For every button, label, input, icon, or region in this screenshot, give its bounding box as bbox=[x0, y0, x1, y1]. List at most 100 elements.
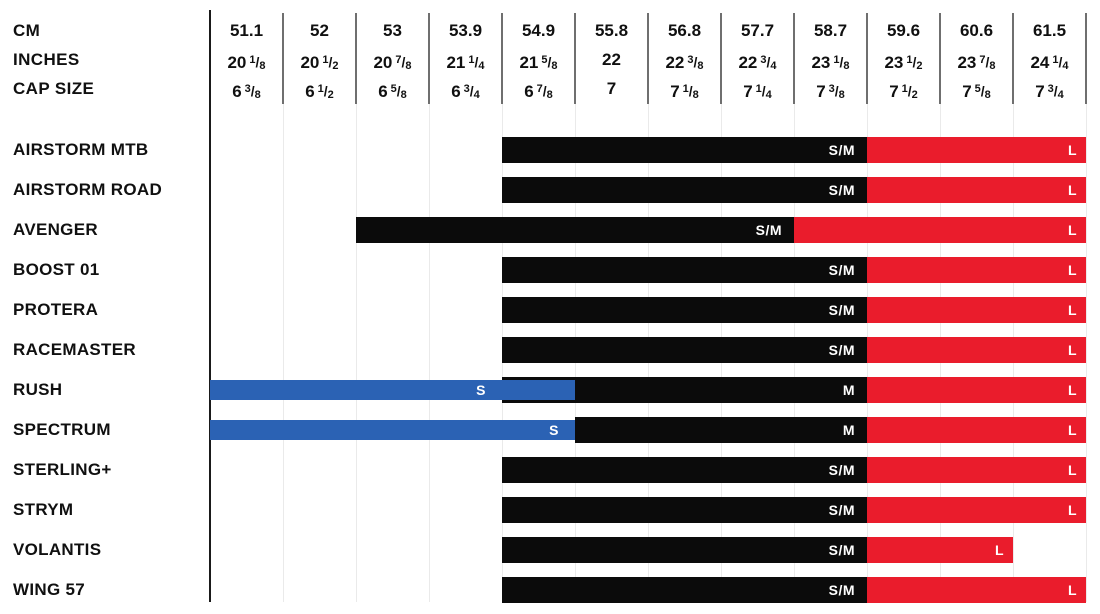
fraction-slash: / bbox=[547, 54, 552, 70]
value-text: 23 bbox=[884, 53, 904, 72]
model-label: AIRSTORM MTB bbox=[13, 140, 149, 159]
grid-line-body bbox=[283, 104, 284, 602]
value-text: 6 bbox=[524, 82, 534, 101]
bar-segment-blue: S bbox=[210, 420, 575, 440]
column-capsize-value: 7 1/8 bbox=[648, 78, 721, 106]
value-text: 7 bbox=[743, 82, 753, 101]
value-text: 8 bbox=[984, 89, 991, 101]
fraction-slash: / bbox=[839, 54, 844, 70]
value-text: 3 bbox=[828, 83, 835, 95]
bar-size-label: L bbox=[1067, 222, 1077, 238]
value-text: 6 bbox=[451, 82, 461, 101]
grid-line-header bbox=[720, 13, 722, 104]
grid-line-header bbox=[866, 13, 868, 104]
column-header: 58.7 23 1/8 7 3/8 bbox=[794, 0, 867, 110]
value-text: 59.6 bbox=[886, 21, 921, 40]
value-text: 3 bbox=[463, 83, 470, 95]
model-label: STRYM bbox=[13, 500, 74, 519]
column-capsize-value: 7 1/2 bbox=[867, 78, 940, 106]
value-text: 7 bbox=[1035, 82, 1045, 101]
value-text: 3 bbox=[760, 54, 767, 66]
column-inches-value: 23 1/8 bbox=[794, 49, 867, 77]
value-text: 7 bbox=[816, 82, 826, 101]
value-text: 4 bbox=[478, 60, 485, 72]
value-text: 53.9 bbox=[448, 21, 483, 40]
header-label-cm: CM bbox=[13, 21, 41, 40]
model-label: STERLING+ bbox=[13, 460, 112, 479]
bar-size-label: S bbox=[476, 382, 486, 398]
column-cm-value: 61.5 bbox=[1013, 20, 1086, 42]
bar-segment-black: M bbox=[575, 417, 867, 443]
column-inches-value: 20 7/8 bbox=[356, 49, 429, 77]
bar-size-label: S/M bbox=[828, 502, 855, 518]
grid-line-header bbox=[574, 13, 576, 104]
value-text: 8 bbox=[254, 89, 261, 101]
value-text: 8 bbox=[259, 60, 266, 72]
bar-segment-black: S/M bbox=[502, 257, 867, 283]
column-capsize-value: 6 3/8 bbox=[210, 78, 283, 106]
grid-line-header bbox=[282, 13, 284, 104]
value-text: 55.8 bbox=[594, 21, 629, 40]
value-text: 1 bbox=[682, 83, 689, 95]
bar-size-label: L bbox=[1067, 422, 1077, 438]
column-capsize-value: 7 1/4 bbox=[721, 78, 794, 106]
value-text: 7 bbox=[536, 83, 543, 95]
value-text: 1 bbox=[901, 83, 908, 95]
value-text: 1 bbox=[468, 54, 475, 66]
fraction-slash: / bbox=[474, 54, 479, 70]
column-header: 51.1 20 1/8 6 3/8 bbox=[210, 0, 283, 110]
fraction-slash: / bbox=[834, 83, 839, 99]
bar-segment-red: L bbox=[867, 377, 1086, 403]
bar-segment-black: S/M bbox=[356, 217, 794, 243]
value-text: 53 bbox=[383, 21, 402, 40]
fraction-slash: / bbox=[766, 54, 771, 70]
bar-size-label: L bbox=[1067, 382, 1077, 398]
column-inches-value: 22 3/8 bbox=[648, 49, 721, 77]
bar-size-label: L bbox=[1067, 342, 1077, 358]
bar-size-label: M bbox=[842, 422, 855, 438]
bar-segment-red: L bbox=[867, 137, 1086, 163]
value-text: 6 bbox=[232, 82, 242, 101]
column-cm-value: 60.6 bbox=[940, 20, 1013, 42]
grid-axis-line bbox=[209, 10, 211, 602]
bar-size-label: L bbox=[1067, 502, 1077, 518]
value-text: 23 bbox=[811, 53, 831, 72]
model-label: WING 57 bbox=[13, 580, 86, 599]
grid-line-header bbox=[647, 13, 649, 104]
bar-segment-black: S/M bbox=[502, 577, 867, 603]
value-text: 2 bbox=[327, 89, 334, 101]
grid-line-header bbox=[793, 13, 795, 104]
bar-segment-red: L bbox=[867, 577, 1086, 603]
value-text: 2 bbox=[332, 60, 339, 72]
fraction-slash: / bbox=[1053, 83, 1058, 99]
column-header: 52 20 1/2 6 1/2 bbox=[283, 0, 356, 110]
bar-size-label: L bbox=[1067, 142, 1077, 158]
column-cm-value: 53.9 bbox=[429, 20, 502, 42]
column-cm-value: 55.8 bbox=[575, 20, 648, 42]
column-header: 56.8 22 3/8 7 1/8 bbox=[648, 0, 721, 110]
bar-size-label: S bbox=[549, 422, 559, 438]
header-label-inches: INCHES bbox=[13, 50, 80, 69]
value-text: 8 bbox=[843, 60, 850, 72]
grid-line-body bbox=[1086, 104, 1087, 602]
bar-segment-black: S/M bbox=[502, 537, 867, 563]
model-label: RUSH bbox=[13, 380, 63, 399]
bar-segment-red: L bbox=[867, 497, 1086, 523]
value-text: 8 bbox=[692, 89, 699, 101]
bar-segment-black: S/M bbox=[502, 297, 867, 323]
grid-line-body bbox=[356, 104, 357, 602]
column-capsize-value: 7 bbox=[575, 78, 648, 100]
fraction-slash: / bbox=[469, 83, 474, 99]
value-text: 7 bbox=[962, 82, 972, 101]
value-text: 20 bbox=[300, 53, 320, 72]
value-text: 21 bbox=[446, 53, 466, 72]
value-text: 8 bbox=[400, 89, 407, 101]
value-text: 7 bbox=[670, 82, 680, 101]
column-capsize-value: 6 1/2 bbox=[283, 78, 356, 106]
column-capsize-value: 6 7/8 bbox=[502, 78, 575, 106]
bar-segment-blue: S bbox=[210, 380, 575, 400]
column-capsize-value: 7 3/8 bbox=[794, 78, 867, 106]
column-cm-value: 51.1 bbox=[210, 20, 283, 42]
value-text: 1 bbox=[906, 54, 913, 66]
grid-line-header bbox=[939, 13, 941, 104]
